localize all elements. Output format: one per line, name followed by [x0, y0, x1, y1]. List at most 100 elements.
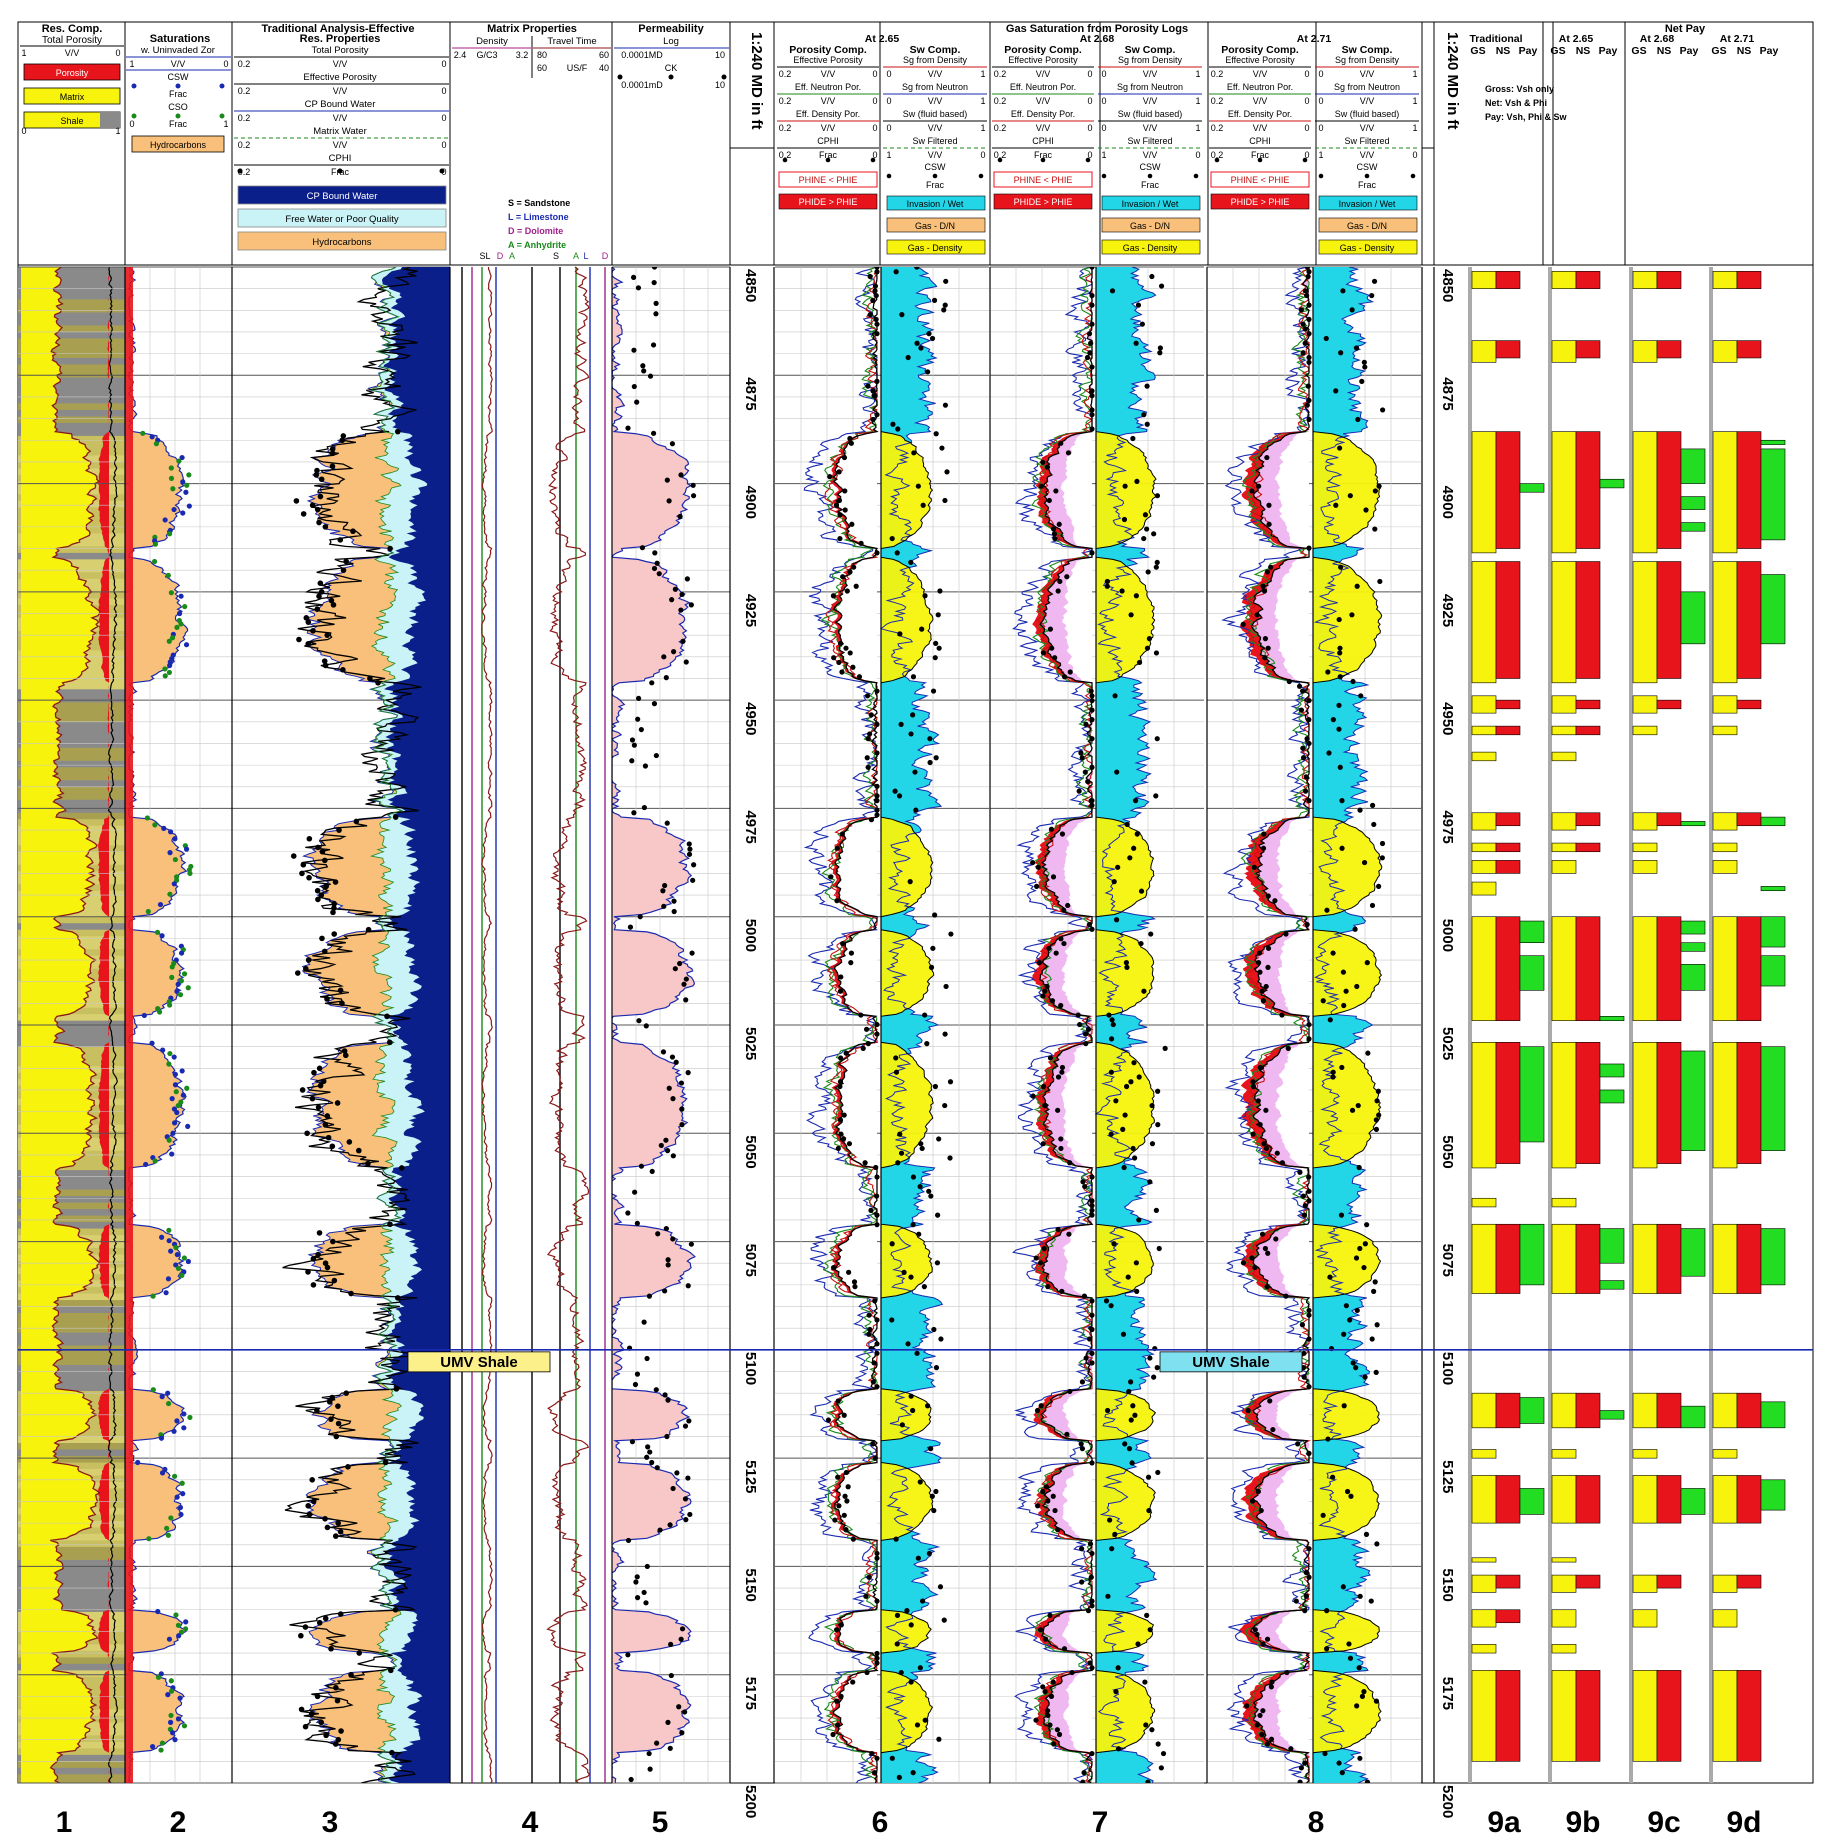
track-gas-8 [1221, 267, 1386, 1783]
shale-band [18, 1033, 125, 1041]
label: 0.2 [779, 69, 792, 79]
shale-band [18, 422, 125, 430]
csw-dot [1105, 1407, 1111, 1414]
cphi-dot [310, 628, 316, 634]
csw-dot [908, 1622, 914, 1628]
ck-dot [677, 513, 683, 520]
core-dot [169, 974, 175, 980]
csw-dot [1364, 960, 1370, 966]
core-dot [164, 1525, 170, 1531]
dot [782, 157, 788, 163]
ck-dot [667, 1745, 673, 1751]
gross-bar [1632, 916, 1658, 1021]
core-dot [157, 901, 164, 908]
cphi-dot [1250, 1131, 1256, 1137]
cphi-dot [1059, 831, 1066, 837]
legend-box [886, 195, 986, 211]
label: V/V [333, 113, 348, 123]
cphi-dot [1048, 826, 1055, 832]
cphi-dot [339, 1000, 345, 1007]
cphi-dot [1089, 393, 1095, 399]
label: 0 [1412, 150, 1417, 160]
gross-bar [1712, 842, 1738, 853]
core-dot [186, 472, 192, 478]
pay-bar [1760, 574, 1786, 645]
csw-dot [1357, 1755, 1363, 1761]
ck-dot [630, 274, 637, 280]
cphi-dot [1300, 1193, 1307, 1199]
ck-dot [673, 1059, 679, 1065]
cphi-dot [392, 814, 399, 820]
csw-dot [1338, 1212, 1345, 1218]
label: CPHI [1249, 136, 1271, 146]
pay-bar [1680, 1405, 1706, 1429]
csw-dot [1135, 302, 1142, 308]
shale-band [18, 799, 125, 807]
cphi-dot [837, 640, 844, 647]
depth-track-2: 4850487549004925495049755000502550505075… [1439, 269, 1456, 1818]
pay-bar [1519, 920, 1545, 944]
core-dot [175, 981, 181, 987]
cphi-dot [1042, 988, 1048, 994]
csw-dot [1343, 988, 1349, 994]
legend-box [778, 171, 878, 188]
shale-band [18, 1040, 125, 1048]
ck-dot [634, 1220, 640, 1226]
cphi-dot [1259, 988, 1265, 994]
label: 80 [537, 50, 547, 60]
ck-dot [691, 862, 697, 868]
ck-dot [688, 602, 694, 608]
core-dot [159, 1234, 165, 1240]
sg-neutron-curve [1313, 267, 1375, 1783]
cphi-dot [838, 974, 844, 980]
net-bar [1656, 812, 1682, 827]
cphi-dot [870, 388, 876, 394]
cphi-dot [316, 1065, 323, 1072]
csw-dot [1111, 879, 1117, 885]
csw-dot [1371, 1288, 1377, 1294]
ck-dot [660, 1049, 667, 1055]
core-dot [180, 1092, 186, 1098]
core-dot [179, 454, 185, 461]
label: V/V [65, 48, 80, 58]
core-dot [141, 1012, 147, 1019]
label: 3.2 [516, 50, 529, 60]
csw-dot [926, 1550, 932, 1557]
label: 0 [872, 96, 877, 106]
legend-box [993, 171, 1093, 188]
cphi-dot [1040, 1141, 1046, 1147]
cphi-dot [1303, 1593, 1310, 1599]
cphi-dot [329, 463, 336, 470]
pay-bar [1680, 942, 1706, 952]
csw-dot [947, 1155, 953, 1161]
cphi-dot [865, 383, 871, 389]
cphi-dot [314, 506, 321, 513]
track-1 [18, 267, 125, 1783]
label: 0.2 [994, 96, 1007, 106]
label: 0.2 [238, 167, 251, 177]
core-dot [178, 593, 184, 599]
cphi-dot [340, 433, 347, 439]
csw-dot [933, 1488, 939, 1495]
gross-bar [1551, 1644, 1577, 1654]
cphi-dot [866, 1312, 872, 1318]
label: Sw Filtered [912, 136, 957, 146]
label: 0 [872, 150, 877, 160]
cphi-dot [1089, 426, 1095, 432]
lith-mark: D [497, 251, 504, 261]
cphi-dot [1300, 745, 1306, 751]
cphi-dot [1285, 1045, 1291, 1051]
gross-bar [1632, 1670, 1658, 1762]
csw-dot [922, 593, 928, 599]
cphi-dot [1306, 1336, 1312, 1342]
net-bar [1575, 1392, 1601, 1429]
csw-dot [905, 1341, 911, 1347]
cphi-dot [870, 1441, 876, 1447]
cphi-dot [865, 736, 871, 742]
depth-tick-label: 4975 [1439, 810, 1456, 843]
track-5 [612, 267, 697, 1783]
csw-dot [1141, 988, 1147, 994]
cphi-dot [1251, 864, 1257, 870]
csw-dot [1349, 307, 1355, 313]
cphi-dot [341, 1048, 348, 1054]
